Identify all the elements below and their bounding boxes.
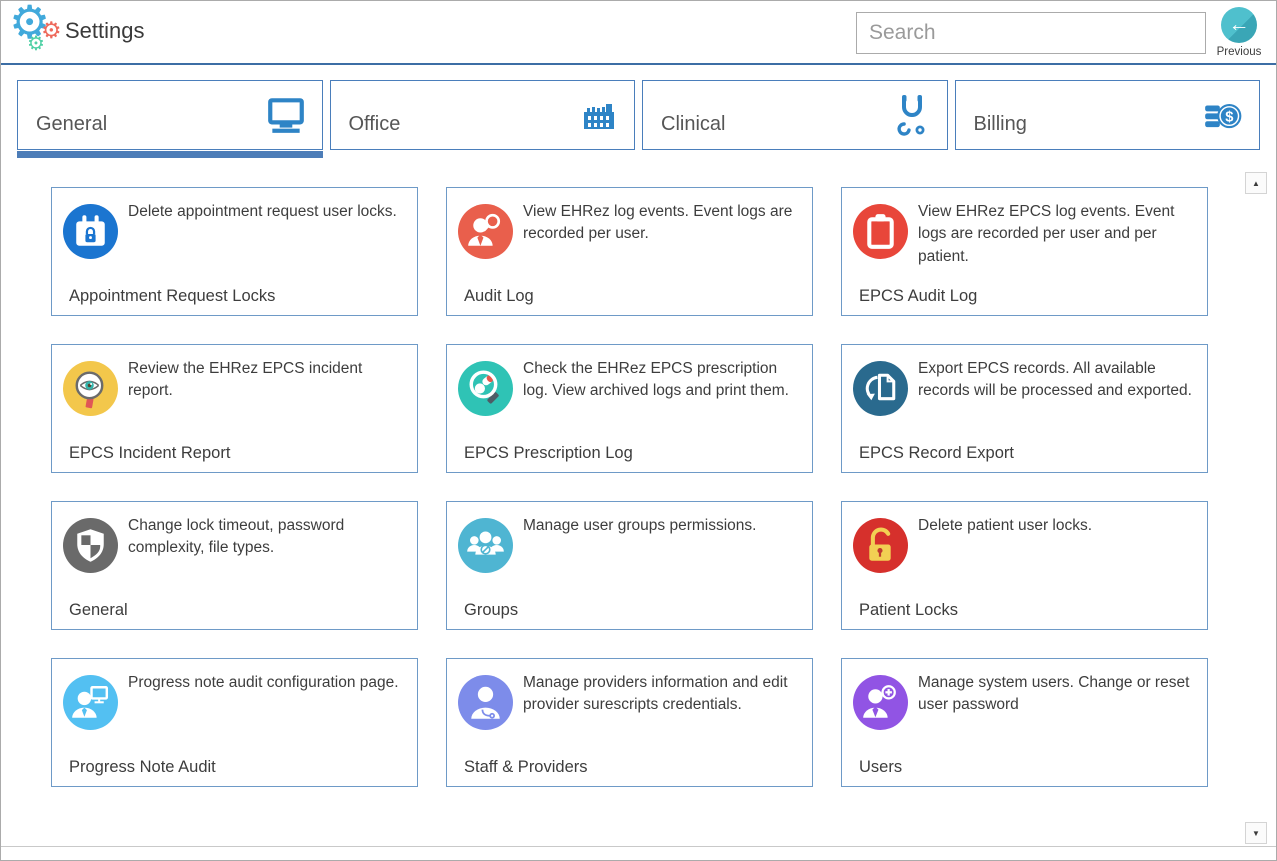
card-title: EPCS Incident Report	[69, 444, 231, 462]
app-logo: ⚙ ⚙ ⚙	[5, 1, 67, 63]
header-divider	[1, 63, 1276, 65]
magnifier-eye-icon	[63, 361, 118, 416]
card-description: Export EPCS records. All available recor…	[918, 360, 1192, 400]
card-epcs-incident-report[interactable]: Review the EHRez EPCS incident report. E…	[51, 344, 418, 473]
card-description: Change lock timeout, password complexity…	[128, 517, 345, 557]
card-epcs-prescription-log[interactable]: Check the EHRez EPCS prescription log. V…	[446, 344, 813, 473]
gear-icon: ⚙	[27, 33, 45, 55]
card-description: Review the EHRez EPCS incident report.	[128, 360, 363, 400]
tab-office[interactable]: Office	[329, 80, 635, 150]
page-title: Settings	[65, 18, 145, 43]
card-description: Check the EHRez EPCS prescription log. V…	[523, 360, 789, 400]
svg-text:$: $	[1225, 109, 1233, 125]
scroll-up-icon[interactable]: ▲	[1245, 172, 1267, 194]
document-export-icon	[853, 361, 908, 416]
tab-label: Clinical	[661, 113, 726, 135]
card-patient-locks[interactable]: Delete patient user locks. Patient Locks	[841, 501, 1208, 630]
settings-tab-bar: General Office	[17, 80, 1260, 158]
user-monitor-icon	[63, 675, 118, 730]
padlock-icon	[853, 518, 908, 573]
user-group-icon	[458, 518, 513, 573]
card-description: Delete appointment request user locks.	[128, 203, 397, 220]
calendar-lock-icon	[63, 204, 118, 259]
shield-icon	[63, 518, 118, 573]
back-arrow-icon[interactable]: ←	[1221, 7, 1257, 43]
card-appointment-request-locks[interactable]: Delete appointment request user locks. A…	[51, 187, 418, 316]
tab-label: General	[36, 113, 108, 135]
doctor-icon	[458, 675, 513, 730]
card-epcs-record-export[interactable]: Export EPCS records. All available recor…	[841, 344, 1208, 473]
card-title: EPCS Record Export	[859, 444, 1014, 462]
card-title: EPCS Audit Log	[859, 287, 978, 305]
card-title: Progress Note Audit	[69, 758, 216, 776]
card-users[interactable]: Manage system users. Change or reset use…	[841, 658, 1208, 787]
card-description: Manage providers information and edit pr…	[523, 674, 788, 714]
user-search-icon	[458, 204, 513, 259]
card-title: Appointment Request Locks	[69, 287, 276, 305]
magnifier-pills-icon	[458, 361, 513, 416]
gear-icon: ⚙	[9, 0, 51, 48]
tab-clinical[interactable]: Clinical	[642, 80, 948, 150]
clipboard-icon	[853, 204, 908, 259]
user-add-icon	[853, 675, 908, 730]
search-input[interactable]	[856, 12, 1206, 54]
card-description: Progress note audit configuration page.	[128, 674, 399, 691]
card-title: General	[69, 601, 128, 619]
card-title: Patient Locks	[859, 601, 959, 619]
tab-label: Billing	[973, 113, 1027, 135]
factory-icon	[579, 95, 619, 135]
monitor-icon	[265, 94, 307, 136]
scroll-down-icon[interactable]: ▼	[1245, 822, 1267, 844]
previous-label: Previous	[1216, 46, 1262, 58]
card-groups[interactable]: Manage user groups permissions. Groups	[446, 501, 813, 630]
card-staff-providers[interactable]: Manage providers information and edit pr…	[446, 658, 813, 787]
card-title: Audit Log	[464, 287, 534, 305]
card-description: Manage user groups permissions.	[523, 517, 757, 534]
card-audit-log[interactable]: View EHRez log events. Event logs are re…	[446, 187, 813, 316]
card-description: View EHRez log events. Event logs are re…	[523, 203, 793, 243]
card-title: Staff & Providers	[464, 758, 588, 776]
card-title: Users	[859, 758, 903, 776]
tab-billing[interactable]: Billing $	[954, 80, 1260, 150]
card-general[interactable]: Change lock timeout, password complexity…	[51, 501, 418, 630]
card-description: View EHRez EPCS log events. Event logs a…	[918, 203, 1175, 265]
stethoscope-icon	[892, 92, 932, 138]
tab-general[interactable]: General	[17, 80, 323, 158]
previous-button[interactable]: ← Previous	[1212, 7, 1266, 58]
tab-label: Office	[348, 113, 401, 135]
gear-icon: ⚙	[41, 17, 62, 43]
card-progress-note-audit[interactable]: Progress note audit configuration page. …	[51, 658, 418, 787]
vertical-scrollbar[interactable]: ▲ ▼	[1244, 172, 1268, 844]
content-bottom-divider	[1, 846, 1276, 847]
card-epcs-audit-log[interactable]: View EHRez EPCS log events. Event logs a…	[841, 187, 1208, 316]
card-description: Manage system users. Change or reset use…	[918, 674, 1190, 714]
card-title: Groups	[464, 601, 519, 619]
billing-coins-icon: $	[1202, 94, 1244, 136]
card-description: Delete patient user locks.	[918, 517, 1093, 534]
settings-card-grid: Delete appointment request user locks. A…	[51, 187, 1208, 787]
card-title: EPCS Prescription Log	[464, 444, 633, 462]
